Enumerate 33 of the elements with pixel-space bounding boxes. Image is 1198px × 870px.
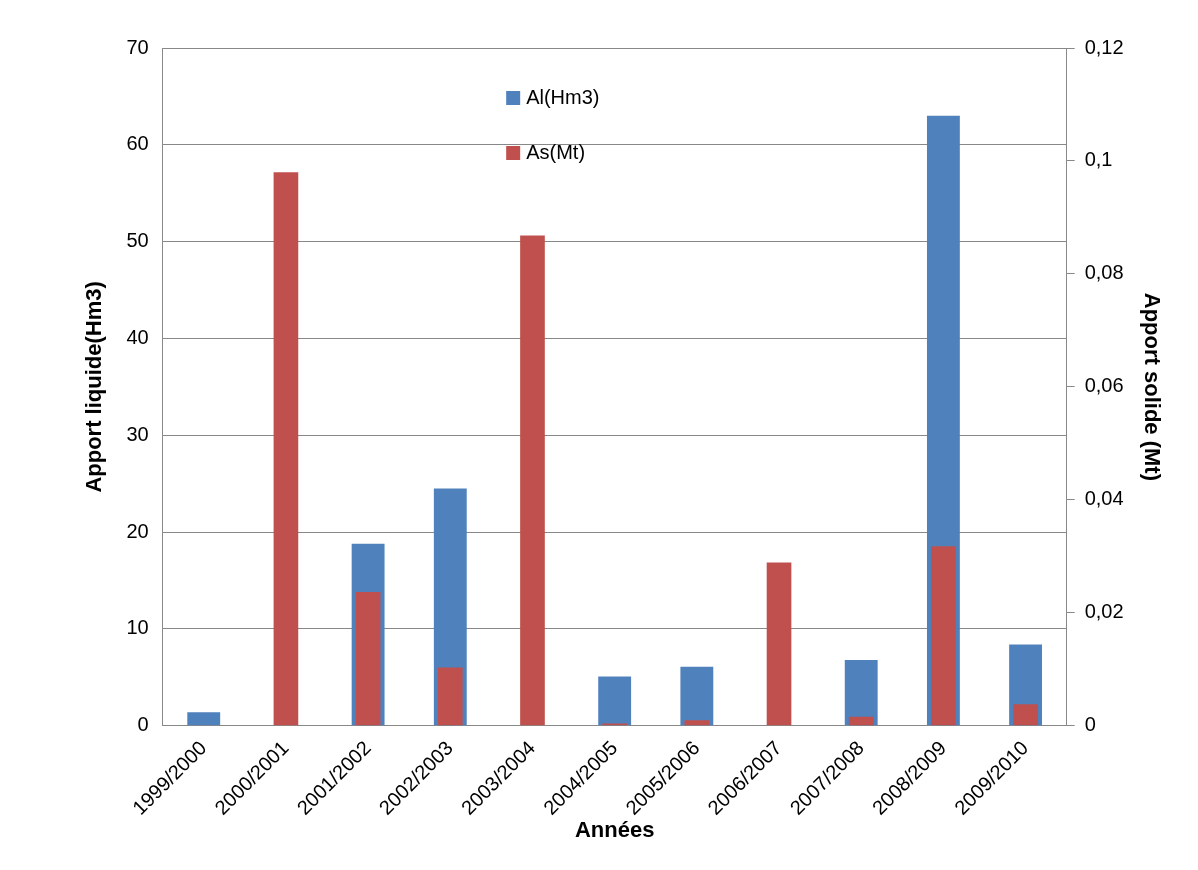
- bar: [520, 235, 545, 726]
- y-tick-label: 0: [137, 713, 149, 736]
- y2-tick-label: 0: [1084, 713, 1096, 736]
- y-axis-title: Apport liquide(Hm3): [81, 281, 107, 493]
- y-tick-label: 60: [126, 132, 149, 155]
- y-tick-label: 70: [126, 35, 149, 58]
- y2-tick-label: 0,08: [1084, 261, 1124, 284]
- bar: [848, 716, 874, 726]
- bar: [355, 591, 381, 726]
- bar: [766, 562, 792, 726]
- bar: [684, 720, 710, 726]
- y-tick-label: 30: [126, 422, 149, 445]
- y-tick-label: 50: [126, 229, 149, 252]
- y2-tick-label: 0,02: [1084, 600, 1124, 623]
- y2-tick-label: 0,1: [1084, 148, 1113, 171]
- y2-axis-title: Apport solide (Mt): [1139, 292, 1165, 481]
- legend-label: As(Mt): [526, 140, 586, 163]
- bar: [1013, 704, 1038, 726]
- legend-label: Al(Hm3): [526, 85, 600, 108]
- bar: [931, 546, 956, 726]
- bar: [437, 667, 463, 726]
- y-tick-label: 40: [126, 325, 149, 348]
- bar: [273, 172, 299, 726]
- y2-tick-label: 0,06: [1084, 374, 1124, 397]
- y2-tick-label: 0,12: [1084, 35, 1124, 58]
- y-tick-label: 10: [126, 616, 149, 639]
- bar: [680, 666, 714, 726]
- bar: [598, 676, 632, 726]
- y-tick-label: 20: [126, 519, 149, 542]
- bar: [844, 659, 878, 726]
- bar: [187, 712, 221, 726]
- x-axis-title: Années: [574, 816, 655, 842]
- y2-tick-label: 0,04: [1084, 487, 1124, 510]
